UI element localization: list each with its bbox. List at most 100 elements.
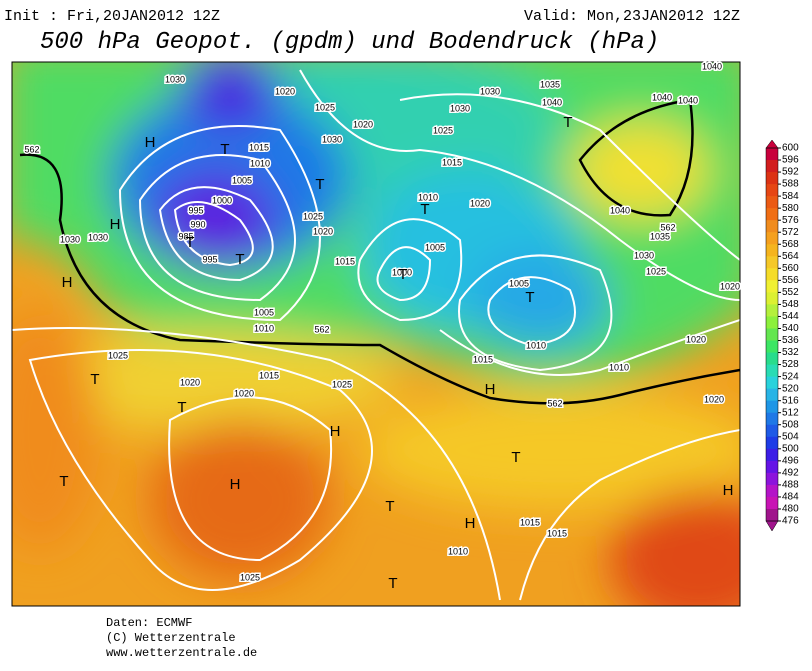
isobar-label: 1005 xyxy=(509,278,529,288)
pressure-center: T xyxy=(90,371,99,388)
isobar-label: 1025 xyxy=(315,102,335,112)
colorbar-tick-label: 480 xyxy=(782,504,799,515)
pressure-center: T xyxy=(420,201,429,218)
isobar-label: 990 xyxy=(190,219,205,229)
isobar-label: 1035 xyxy=(540,79,560,89)
isobar-label: 1015 xyxy=(547,528,567,538)
pressure-center: T xyxy=(398,266,407,283)
pressure-center: H xyxy=(723,482,734,499)
colorbar-band xyxy=(766,328,778,342)
valid-time: Valid: Mon,23JAN2012 12Z xyxy=(524,8,740,25)
colorbar-tick-label: 488 xyxy=(782,480,799,491)
isobar-label: 1015 xyxy=(249,142,269,152)
isobar-label: 562 xyxy=(660,222,675,232)
isobar-label: 1010 xyxy=(526,340,546,350)
isobar-label: 1010 xyxy=(448,546,468,556)
isobar-label: 1000 xyxy=(392,267,412,277)
pressure-center: H xyxy=(230,476,241,493)
colorbar-band xyxy=(766,484,778,498)
isobar-label: 1010 xyxy=(254,323,274,333)
isobar-label: 1020 xyxy=(686,334,706,344)
colorbar: 6005965925885845805765725685645605565525… xyxy=(765,139,799,532)
isobar-label: 1015 xyxy=(259,370,279,380)
isobar-label: 1025 xyxy=(332,379,352,389)
colorbar-band xyxy=(766,424,778,438)
colorbar-tick-label: 552 xyxy=(782,287,799,298)
isobar-label: 562 xyxy=(547,398,562,408)
isobar-label: 1020 xyxy=(180,377,200,387)
isobar-label: 995 xyxy=(188,205,203,215)
isobar-label: 1025 xyxy=(646,266,666,276)
colorbar-tick-label: 556 xyxy=(782,275,799,286)
colorbar-tick-label: 512 xyxy=(782,407,799,418)
colorbar-tick-label: 540 xyxy=(782,323,799,334)
colorbar-band xyxy=(766,292,778,305)
isobar-label: 1030 xyxy=(450,103,470,113)
pressure-center: T xyxy=(185,234,194,251)
colorbar-band xyxy=(766,172,778,185)
colorbar-band xyxy=(766,352,778,366)
isobar-label: 1030 xyxy=(60,234,80,244)
colorbar-band xyxy=(766,400,778,414)
isobar-label: 1020 xyxy=(704,394,724,404)
colorbar-band xyxy=(766,148,778,161)
isobar-label: 1010 xyxy=(418,192,438,202)
isobar-label: 1025 xyxy=(433,125,453,135)
init-time: Init : Fri,20JAN2012 12Z xyxy=(4,8,220,25)
colorbar-band xyxy=(766,508,778,522)
pressure-center: T xyxy=(177,399,186,416)
isobar-label: 1030 xyxy=(88,232,108,242)
colorbar-band xyxy=(766,376,778,390)
copyright: (C) Wetterzentrale xyxy=(106,631,236,645)
colorbar-tick-label: 532 xyxy=(782,347,799,358)
colorbar-frame xyxy=(765,147,779,522)
colorbar-tick-label: 516 xyxy=(782,395,799,406)
colorbar-band xyxy=(766,220,778,233)
isobar-label: 995 xyxy=(202,254,217,264)
colorbar-band xyxy=(766,244,778,257)
colorbar-tick-label: 476 xyxy=(782,516,799,527)
colorbar-tick-label: 508 xyxy=(782,419,799,430)
pressure-center: H xyxy=(145,134,156,151)
map xyxy=(12,62,740,606)
isobar-label: 1025 xyxy=(240,572,260,582)
pressure-center: H xyxy=(485,381,496,398)
colorbar-band xyxy=(766,496,778,510)
colorbar-tick-label: 536 xyxy=(782,335,799,346)
isobar-label: 1025 xyxy=(303,211,323,221)
colorbar-band xyxy=(766,160,778,173)
isobar-label: 1000 xyxy=(212,195,232,205)
isobar-label: 985 xyxy=(178,231,193,241)
pressure-center: T xyxy=(525,289,534,306)
isobar-label: 1040 xyxy=(702,61,722,71)
colorbar-tick-label: 588 xyxy=(782,179,799,190)
colorbar-band xyxy=(766,316,778,329)
colorbar-tick-label: 584 xyxy=(782,191,799,202)
isobar-label: 562 xyxy=(24,144,39,154)
isobar-label: 1020 xyxy=(353,119,373,129)
colorbar-tick-label: 520 xyxy=(782,383,799,394)
colorbar-tick-label: 576 xyxy=(782,215,799,226)
data-source: Daten: ECMWF xyxy=(106,616,192,630)
colorbar-band xyxy=(766,448,778,462)
colorbar-band xyxy=(766,304,778,317)
colorbar-band xyxy=(766,280,778,293)
colorbar-band xyxy=(766,184,778,197)
isobar-label: 562 xyxy=(314,324,329,334)
isobar-label: 1005 xyxy=(232,175,252,185)
isobar-label: 1005 xyxy=(254,307,274,317)
colorbar-band xyxy=(766,208,778,221)
pressure-center: T xyxy=(385,498,394,515)
colorbar-tick-label: 568 xyxy=(782,239,799,250)
isobar-label: 1005 xyxy=(425,242,445,252)
pressure-center: T xyxy=(511,449,520,466)
isobar-label: 1030 xyxy=(322,134,342,144)
isobar-label: 1030 xyxy=(165,74,185,84)
pressure-center: H xyxy=(110,216,121,233)
colorbar-band xyxy=(766,364,778,378)
isobar-label: 1025 xyxy=(108,350,128,360)
pressure-center: T xyxy=(235,251,244,268)
colorbar-tick-label: 548 xyxy=(782,299,799,310)
colorbar-tick-label: 580 xyxy=(782,203,799,214)
pressure-center: H xyxy=(62,274,73,291)
